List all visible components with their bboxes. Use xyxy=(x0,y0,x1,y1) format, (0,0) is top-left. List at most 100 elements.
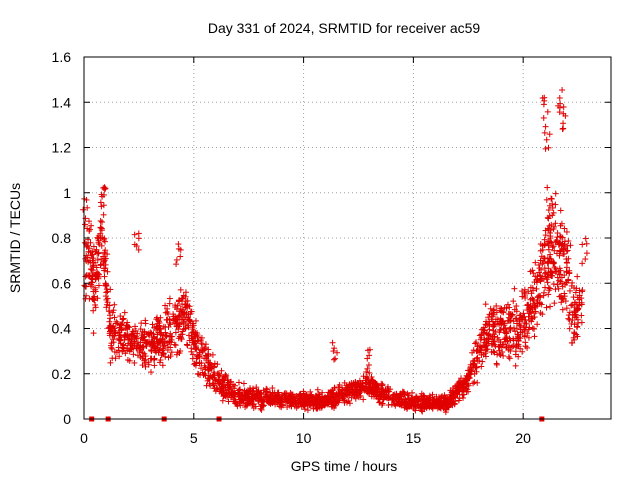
data-point xyxy=(479,358,486,365)
data-point xyxy=(545,291,552,298)
data-point xyxy=(139,355,146,362)
data-point xyxy=(109,346,116,353)
data-point xyxy=(511,285,518,292)
data-point xyxy=(92,301,99,308)
data-point xyxy=(579,260,586,267)
data-point xyxy=(556,94,563,101)
data-point xyxy=(104,295,111,302)
data-point xyxy=(379,400,386,407)
data-point xyxy=(524,330,531,337)
data-point xyxy=(183,341,190,348)
data-point xyxy=(496,326,503,333)
y-tick-label: 0.2 xyxy=(52,366,72,382)
data-point xyxy=(330,356,337,363)
data-point xyxy=(542,123,549,130)
data-point xyxy=(235,379,242,386)
data-point xyxy=(574,273,581,280)
x-axis-label: GPS time / hours xyxy=(291,458,398,474)
data-point xyxy=(134,339,141,346)
y-tick-label: 0 xyxy=(63,411,71,427)
data-point xyxy=(237,386,244,393)
data-point xyxy=(332,355,339,362)
data-point xyxy=(173,256,180,263)
data-point xyxy=(556,247,563,254)
data-point xyxy=(198,359,205,366)
data-point xyxy=(219,397,226,404)
data-point xyxy=(542,145,549,152)
data-point xyxy=(138,320,145,327)
data-point xyxy=(172,342,179,349)
data-point xyxy=(128,336,135,343)
data-point xyxy=(537,257,544,264)
data-point xyxy=(566,287,573,294)
data-point xyxy=(552,220,559,227)
data-point xyxy=(263,385,270,392)
data-point xyxy=(181,325,188,332)
data-point xyxy=(559,306,566,313)
data-point xyxy=(506,325,513,332)
data-point xyxy=(582,256,589,263)
data-point xyxy=(100,211,107,218)
data-point xyxy=(112,355,119,362)
data-point xyxy=(544,279,551,286)
data-point xyxy=(97,224,104,231)
data-point xyxy=(131,231,138,238)
data-point xyxy=(543,304,550,311)
data-point xyxy=(563,248,570,255)
data-point xyxy=(557,207,564,214)
data-point xyxy=(198,365,205,372)
data-point xyxy=(551,300,558,307)
data-point xyxy=(517,312,524,319)
data-point xyxy=(525,334,532,341)
data-point xyxy=(524,307,531,314)
grid-lines xyxy=(84,57,611,419)
data-point xyxy=(559,126,566,133)
chart-title: Day 331 of 2024, SRMTID for receiver ac5… xyxy=(208,20,481,36)
data-point xyxy=(117,313,124,320)
data-point xyxy=(159,362,166,369)
data-point xyxy=(124,344,131,351)
data-point xyxy=(175,241,182,248)
data-point xyxy=(524,344,531,351)
data-point xyxy=(151,362,158,369)
data-point xyxy=(132,323,139,330)
data-point xyxy=(552,190,559,197)
data-point xyxy=(111,301,118,308)
data-point xyxy=(175,335,182,342)
y-tick-label: 1.6 xyxy=(52,49,72,65)
data-point xyxy=(360,396,367,403)
x-tick-label: 5 xyxy=(190,430,198,446)
data-point xyxy=(561,225,568,232)
data-point xyxy=(120,315,127,322)
axis-ticks: 0 5 10 15 20 0 0.2 0.4 0.6 0.8 1 1.2 1.4 1.6 xyxy=(52,49,611,446)
data-point xyxy=(82,215,89,222)
data-point xyxy=(511,306,518,313)
data-point xyxy=(571,308,578,315)
data-point xyxy=(544,108,551,115)
data-point xyxy=(97,199,104,206)
data-point xyxy=(560,125,567,132)
data-point xyxy=(560,120,567,127)
data-point xyxy=(104,301,111,308)
data-point xyxy=(542,284,549,291)
data-point xyxy=(572,289,579,296)
data-point xyxy=(111,314,118,321)
data-point xyxy=(87,281,94,288)
data-point xyxy=(533,285,540,292)
data-point xyxy=(104,268,111,275)
data-point xyxy=(482,301,489,308)
data-point xyxy=(547,303,554,310)
data-point xyxy=(329,339,336,346)
data-point xyxy=(494,334,501,341)
y-tick-label: 1.2 xyxy=(52,140,72,156)
x-tick-label: 15 xyxy=(406,430,422,446)
data-point xyxy=(545,144,552,151)
data-point xyxy=(412,407,419,414)
data-point xyxy=(475,342,482,349)
data-point xyxy=(214,361,221,368)
data-point xyxy=(505,353,512,360)
data-point xyxy=(486,326,493,333)
y-tick-label: 1.4 xyxy=(52,94,72,110)
data-point xyxy=(98,219,105,226)
x-tick-label: 0 xyxy=(80,430,88,446)
